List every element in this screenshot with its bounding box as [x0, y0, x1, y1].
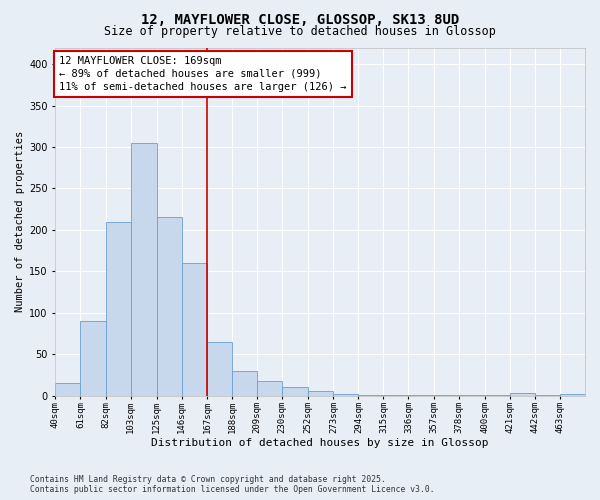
Bar — [383, 394, 409, 396]
Bar — [334, 394, 358, 396]
Bar — [458, 394, 485, 396]
Bar — [535, 394, 560, 396]
Bar — [182, 263, 207, 396]
Bar — [308, 390, 334, 396]
Bar — [358, 394, 383, 396]
Text: Size of property relative to detached houses in Glossop: Size of property relative to detached ho… — [104, 25, 496, 38]
Bar — [560, 394, 585, 396]
Bar — [485, 394, 510, 396]
Bar — [434, 394, 458, 396]
Text: 12 MAYFLOWER CLOSE: 169sqm
← 89% of detached houses are smaller (999)
11% of sem: 12 MAYFLOWER CLOSE: 169sqm ← 89% of deta… — [59, 56, 347, 92]
Bar — [232, 370, 257, 396]
X-axis label: Distribution of detached houses by size in Glossop: Distribution of detached houses by size … — [151, 438, 489, 448]
Bar — [207, 342, 232, 396]
Bar — [409, 394, 434, 396]
Text: Contains HM Land Registry data © Crown copyright and database right 2025.
Contai: Contains HM Land Registry data © Crown c… — [30, 474, 434, 494]
Bar — [510, 393, 535, 396]
Bar — [55, 383, 80, 396]
Bar — [106, 222, 131, 396]
Bar — [257, 380, 282, 396]
Y-axis label: Number of detached properties: Number of detached properties — [15, 131, 25, 312]
Bar — [80, 321, 106, 396]
Bar — [282, 387, 308, 396]
Bar — [157, 218, 182, 396]
Text: 12, MAYFLOWER CLOSE, GLOSSOP, SK13 8UD: 12, MAYFLOWER CLOSE, GLOSSOP, SK13 8UD — [141, 12, 459, 26]
Bar — [131, 143, 157, 396]
